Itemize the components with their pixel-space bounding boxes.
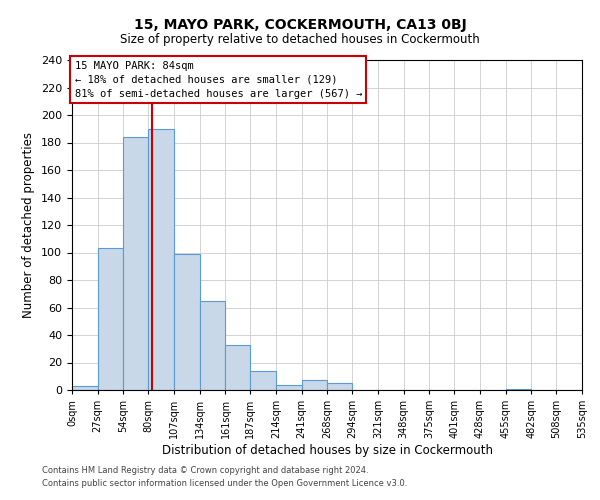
Text: Size of property relative to detached houses in Cockermouth: Size of property relative to detached ho… [120,32,480,46]
Bar [506,388,532,390]
X-axis label: Distribution of detached houses by size in Cockermouth: Distribution of detached houses by size … [161,444,493,457]
Text: 15 MAYO PARK: 84sqm
← 18% of detached houses are smaller (129)
81% of semi-detac: 15 MAYO PARK: 84sqm ← 18% of detached ho… [74,60,362,98]
Bar [98,248,124,390]
Bar [200,300,226,390]
Bar [72,386,98,390]
Bar [328,383,352,390]
Bar [124,137,148,390]
Bar [174,254,200,390]
Bar [148,128,174,390]
Bar [250,371,276,390]
Bar [226,344,250,390]
Bar [276,384,302,390]
Bar [302,380,328,390]
Y-axis label: Number of detached properties: Number of detached properties [22,132,35,318]
Text: Contains HM Land Registry data © Crown copyright and database right 2024.
Contai: Contains HM Land Registry data © Crown c… [42,466,407,487]
Text: 15, MAYO PARK, COCKERMOUTH, CA13 0BJ: 15, MAYO PARK, COCKERMOUTH, CA13 0BJ [134,18,466,32]
